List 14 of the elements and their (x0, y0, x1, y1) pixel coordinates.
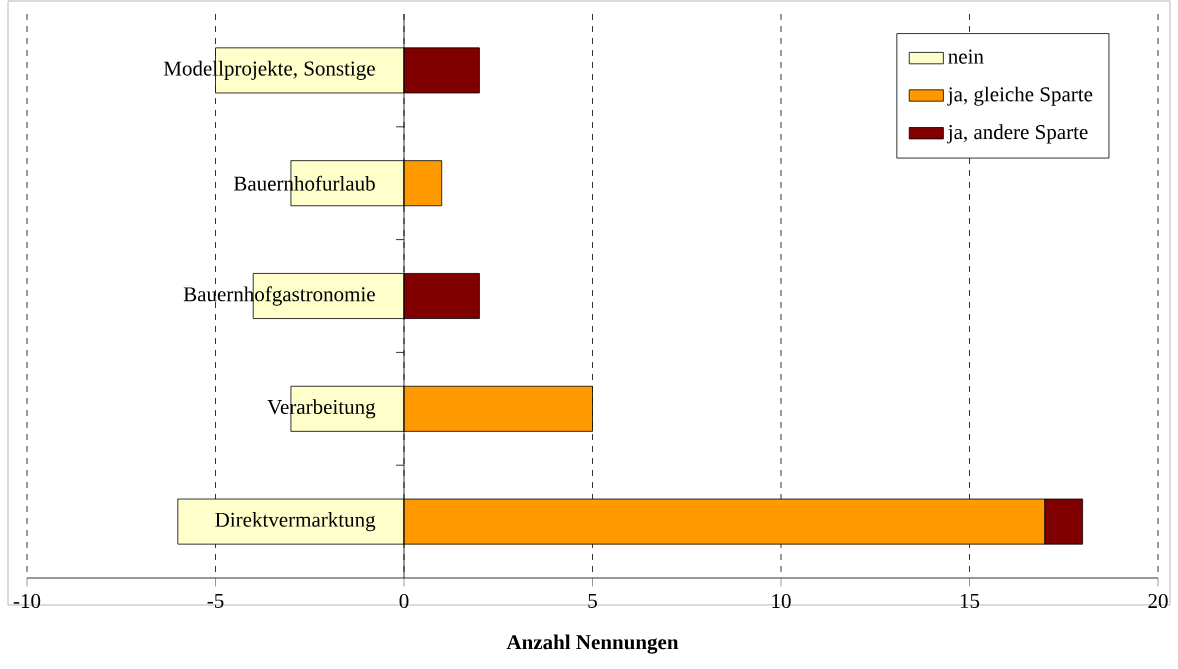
legend-label: ja, andere Sparte (947, 124, 1088, 144)
legend-label: nein (948, 49, 984, 64)
y-tick-label: Direktvermarktung (215, 512, 376, 532)
x-tick-label: 20 (1148, 593, 1168, 609)
x-tick-label: -10 (13, 593, 41, 609)
x-tick-label: 0 (399, 593, 409, 609)
y-tick-label: Verarbeitung (267, 399, 376, 419)
x-axis-title: Anzahl Nennungen (506, 634, 679, 654)
x-tick-label: -5 (207, 593, 224, 608)
x-tick-label: 10 (772, 593, 791, 609)
x-tick-label: 15 (960, 593, 980, 609)
legend-label: ja, gleiche Sparte (947, 86, 1093, 106)
y-tick-label: Bauernhofurlaub (233, 175, 375, 191)
x-tick-label: 5 (588, 593, 597, 608)
